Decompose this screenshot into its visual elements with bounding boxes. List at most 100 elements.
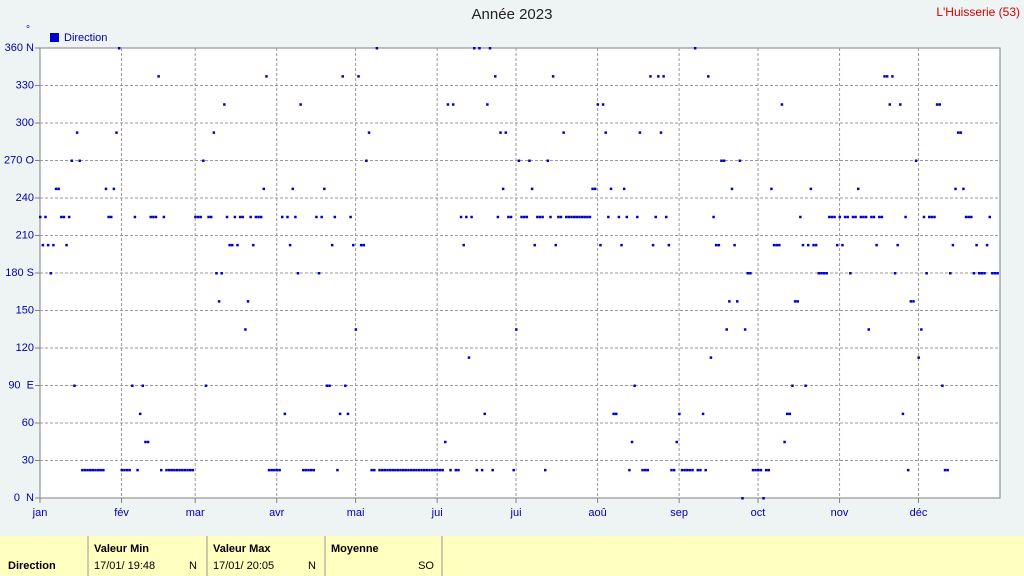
point [249, 215, 252, 219]
point [538, 215, 542, 219]
x-tick-label: sep [670, 507, 688, 519]
point [501, 187, 505, 191]
point [867, 328, 870, 331]
point [351, 243, 355, 247]
point [125, 468, 129, 472]
point [428, 468, 431, 472]
footer-date: 17/01/ 20:05 [213, 560, 274, 572]
point [454, 468, 458, 472]
point [294, 215, 297, 219]
point [238, 215, 242, 219]
point [173, 468, 176, 472]
point [488, 47, 492, 50]
point [186, 468, 189, 472]
point [420, 468, 423, 472]
point [699, 468, 702, 472]
point [149, 215, 152, 219]
point [749, 272, 752, 275]
point [746, 272, 750, 275]
point [167, 468, 171, 472]
point [252, 243, 255, 247]
point [165, 468, 168, 472]
point [365, 159, 368, 162]
point [391, 468, 394, 472]
point [630, 440, 634, 444]
point [565, 215, 568, 219]
point [809, 187, 813, 191]
point [933, 215, 936, 219]
point [307, 468, 310, 472]
point [785, 412, 789, 416]
footer-value: N [189, 560, 197, 572]
x-tick-label: jan [32, 507, 48, 519]
point [825, 272, 828, 275]
point [259, 215, 263, 219]
point [152, 215, 155, 219]
point [441, 468, 444, 472]
point [291, 187, 294, 191]
point [120, 468, 124, 472]
point [273, 468, 276, 472]
point [935, 103, 939, 106]
point [123, 468, 126, 472]
point [330, 243, 334, 247]
point [96, 468, 100, 472]
point [491, 468, 494, 472]
point [133, 215, 137, 219]
y-tick-label: 90 E [8, 379, 34, 391]
point [233, 215, 237, 219]
point [817, 272, 821, 275]
point [470, 215, 473, 219]
point [409, 468, 413, 472]
point [741, 497, 744, 500]
point [86, 468, 89, 472]
point [357, 75, 360, 78]
point [830, 215, 834, 219]
point [383, 468, 387, 472]
point [112, 187, 116, 191]
y-unit: ° [26, 25, 30, 36]
point [333, 215, 337, 219]
point [954, 187, 957, 191]
point [633, 384, 636, 387]
point [499, 131, 502, 134]
point [801, 243, 805, 247]
point [265, 75, 268, 78]
point [625, 215, 629, 219]
point [807, 243, 810, 247]
point [951, 243, 955, 247]
point [304, 468, 308, 472]
point [70, 159, 74, 162]
point [664, 215, 668, 219]
point [131, 384, 134, 387]
point [44, 215, 47, 219]
point [725, 328, 728, 331]
point [275, 468, 279, 472]
point [759, 468, 763, 472]
point [920, 328, 923, 331]
point [575, 215, 579, 219]
footer-value: SO [418, 560, 434, 572]
point [196, 215, 200, 219]
point [525, 215, 529, 219]
point [296, 272, 300, 275]
point [162, 215, 166, 219]
point [888, 103, 892, 106]
point [620, 243, 623, 247]
point [757, 468, 760, 472]
point [117, 47, 121, 50]
point [975, 243, 978, 247]
point [996, 272, 999, 275]
point [738, 159, 742, 162]
point [159, 468, 163, 472]
point [462, 243, 465, 247]
point [302, 468, 305, 472]
point [691, 468, 694, 472]
point [457, 468, 460, 472]
footer-panel [0, 536, 1024, 576]
point [799, 215, 802, 219]
point [943, 468, 947, 472]
point [793, 300, 797, 303]
point [220, 272, 223, 275]
axes: 0 N 30 60 90 E 120 150 180 S 210 240 270 O 300 330 3… [4, 42, 1000, 519]
